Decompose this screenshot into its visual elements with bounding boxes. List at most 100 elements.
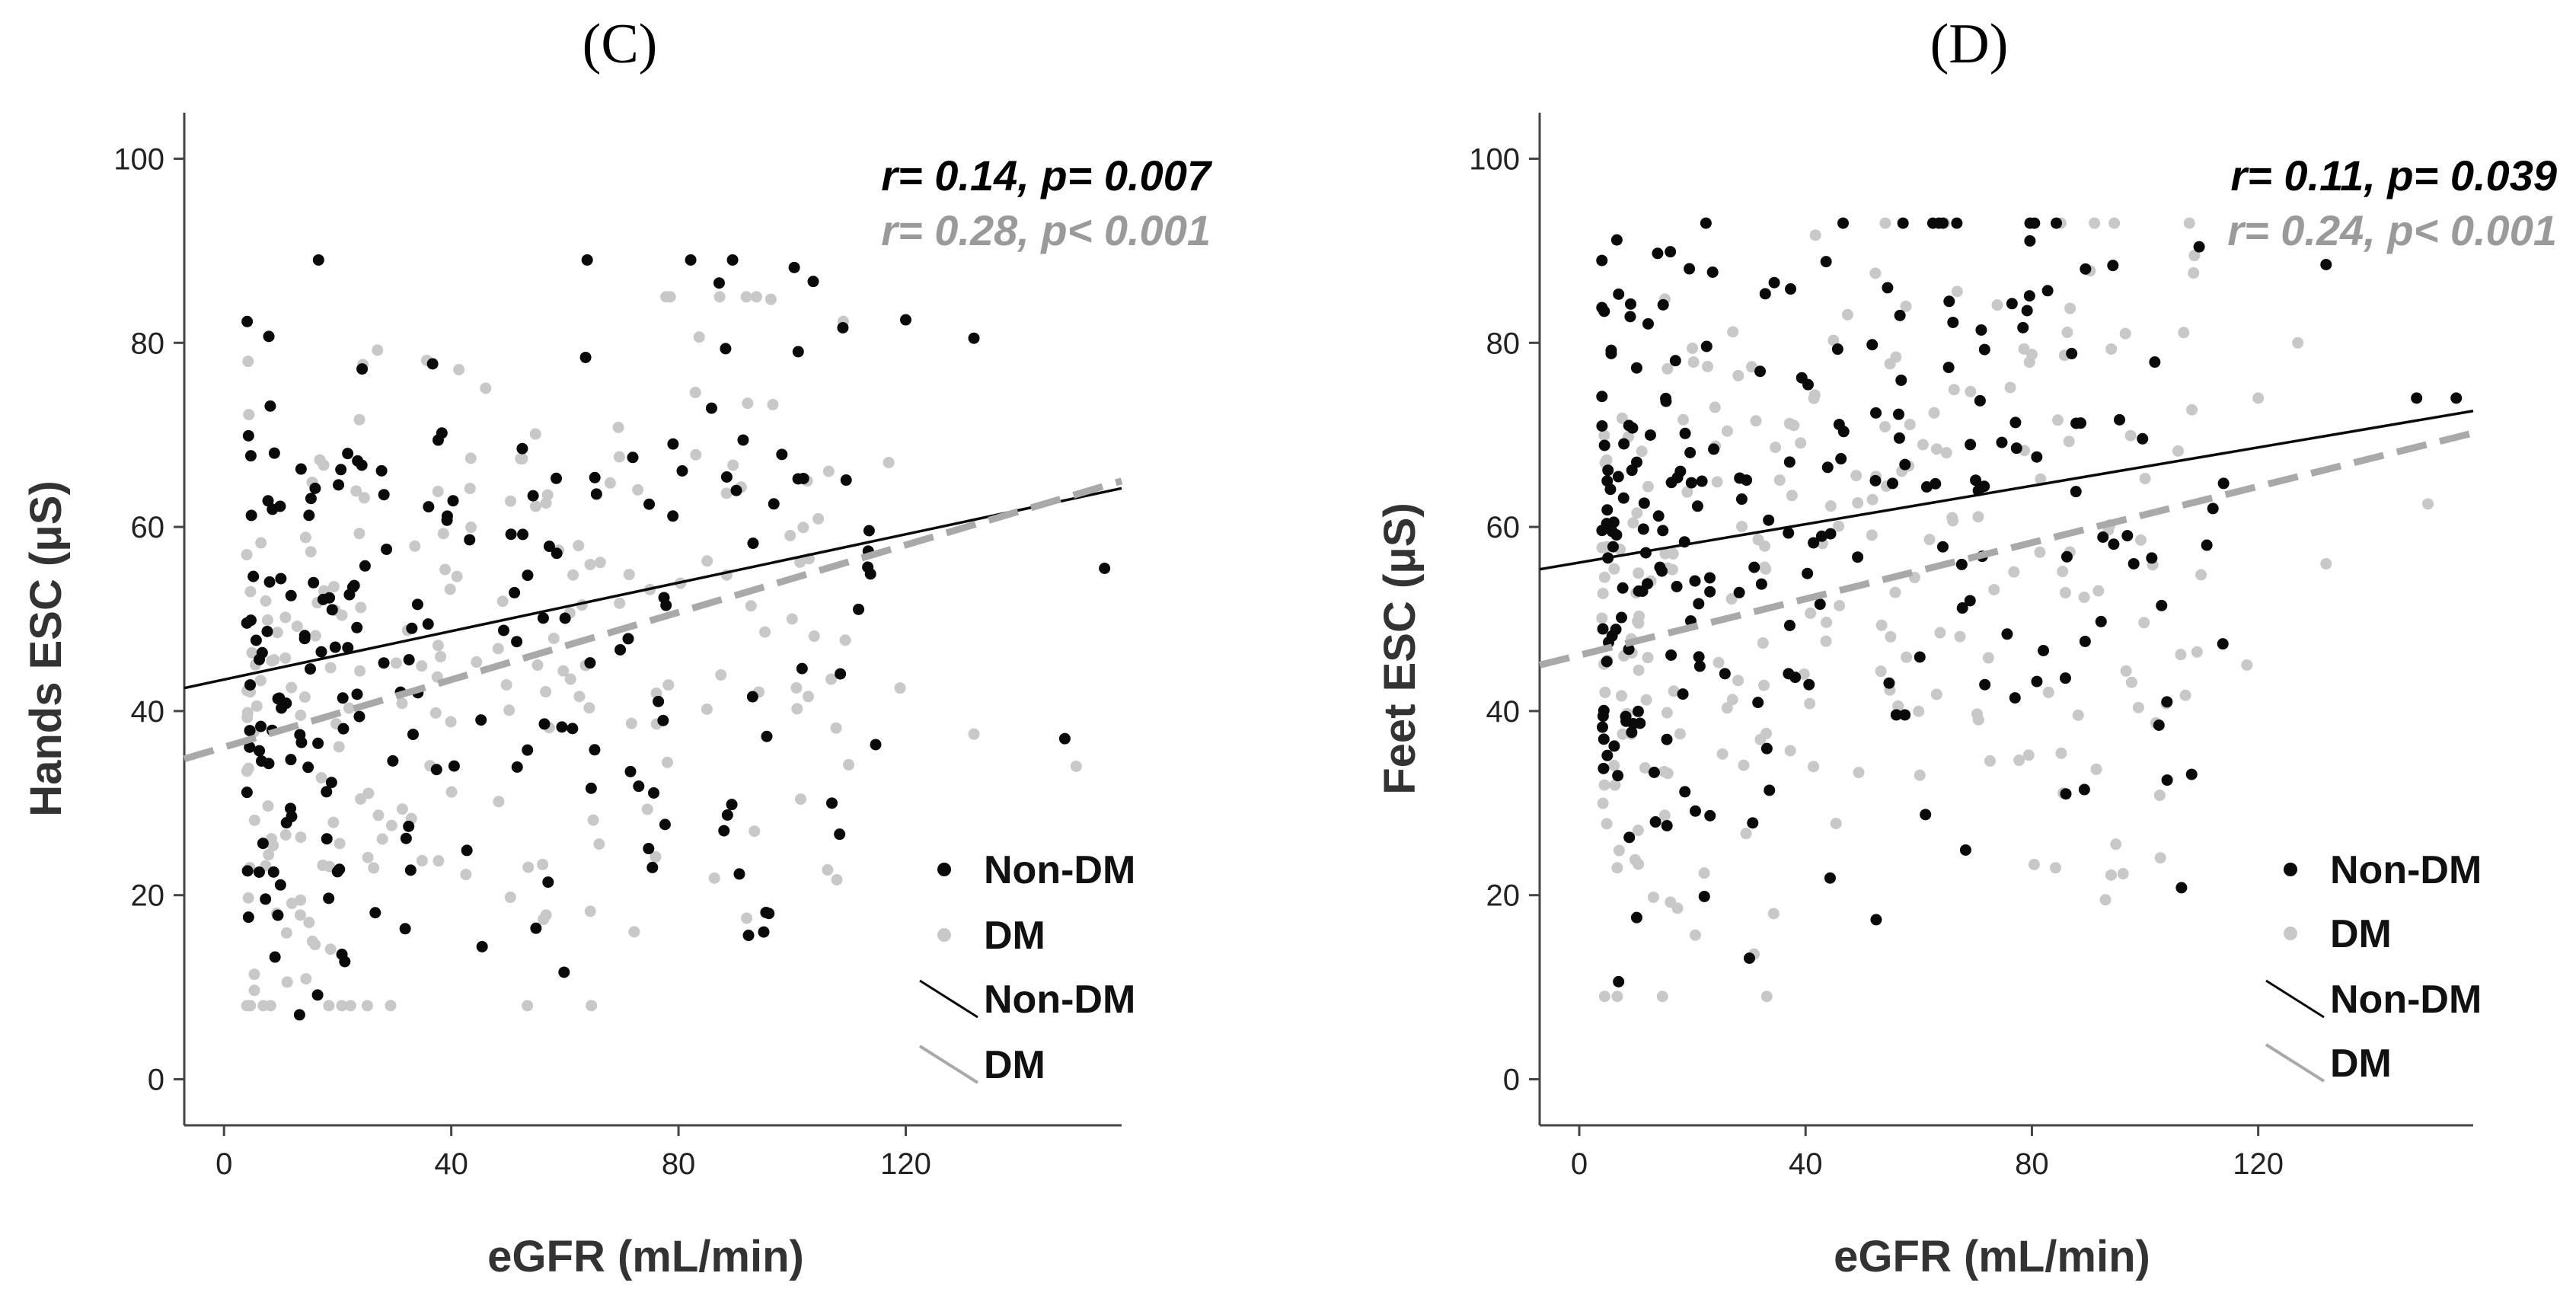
non-dm-point	[726, 799, 738, 811]
dm-point	[522, 1000, 534, 1012]
dm-point	[1627, 517, 1639, 529]
legend-label: DM	[984, 914, 1045, 958]
dm-point	[1866, 493, 1879, 506]
dm-point	[465, 522, 477, 534]
dm-point	[1988, 583, 2000, 595]
non-dm-point	[2193, 241, 2205, 253]
non-dm-point	[1626, 464, 1638, 477]
dm-point	[750, 291, 762, 303]
x-tick-label: 120	[2233, 1147, 2284, 1181]
non-dm-point	[1996, 436, 2008, 448]
non-dm-point	[2161, 774, 2173, 786]
non-dm-point	[244, 741, 256, 753]
dm-point	[531, 659, 544, 672]
dm-point	[251, 700, 263, 712]
non-dm-point	[522, 744, 534, 756]
non-dm-point	[2038, 645, 2050, 657]
non-dm-point	[2217, 477, 2230, 490]
y-axis-title: Feet ESC (μS)	[1375, 503, 1425, 795]
dm-point	[1784, 745, 1796, 757]
dm-point	[1721, 702, 1733, 714]
non-dm-point	[406, 622, 418, 634]
non-dm-point	[497, 624, 509, 637]
dm-point	[664, 291, 676, 303]
dm-point	[385, 1000, 397, 1012]
non-dm-point	[1814, 598, 1826, 611]
non-dm-point	[2450, 392, 2463, 404]
non-dm-point	[1815, 530, 1827, 542]
x-tick-label: 40	[1789, 1147, 1823, 1181]
dm-point	[242, 892, 254, 904]
non-dm-point	[315, 646, 327, 658]
dm-point	[505, 495, 517, 507]
dm-point	[628, 926, 640, 938]
dm-point	[343, 702, 355, 714]
dm-point	[1760, 563, 1772, 575]
non-dm-point	[646, 861, 659, 873]
non-dm-point	[351, 621, 363, 633]
non-dm-point	[1644, 429, 1656, 441]
dm-point	[2059, 586, 2071, 598]
non-dm-point	[1833, 419, 1845, 431]
dm-point	[2138, 617, 2150, 629]
dm-point	[242, 356, 254, 368]
non-dm-point	[295, 463, 307, 475]
non-dm-point	[1633, 585, 1645, 597]
dm-point	[471, 656, 483, 668]
dm-point	[1732, 675, 1744, 687]
dm-point	[594, 557, 606, 569]
dm-point	[1601, 818, 1613, 830]
non-dm-point	[1743, 952, 1755, 964]
dm-point	[612, 421, 624, 433]
dm-point	[429, 707, 442, 719]
non-dm-point	[255, 720, 267, 732]
non-dm-point	[1893, 432, 1905, 444]
dm-point	[1928, 407, 1940, 419]
non-dm-point	[321, 786, 333, 798]
dm-point	[715, 668, 727, 681]
dm-point	[262, 800, 274, 812]
non-dm-point	[275, 573, 287, 585]
dm-point	[797, 522, 809, 534]
x-tick-label: 80	[2015, 1147, 2049, 1181]
non-dm-point	[584, 657, 596, 669]
dm-point	[416, 854, 428, 866]
non-dm-point	[1598, 733, 1610, 745]
non-dm-point	[2201, 539, 2213, 551]
non-dm-point	[761, 730, 773, 742]
non-dm-point	[387, 755, 399, 767]
dm-point	[1671, 902, 1684, 914]
dm-point	[333, 741, 345, 753]
dm-point	[1770, 442, 1782, 454]
non-dm-point	[585, 782, 597, 794]
non-dm-point	[348, 579, 360, 592]
dm-point	[2049, 862, 2061, 874]
dm-point	[825, 673, 838, 685]
dm-point	[291, 621, 303, 633]
non-dm-point	[241, 315, 254, 327]
non-dm-point	[627, 451, 639, 464]
dm-point	[1658, 809, 1671, 822]
non-dm-point	[2010, 442, 2022, 455]
dm-point	[1798, 668, 1810, 680]
y-tick-label: 20	[131, 879, 165, 913]
dm-point	[516, 452, 528, 464]
non-dm-point	[551, 547, 563, 560]
dm-point	[453, 363, 465, 375]
non-dm-point	[2001, 628, 2013, 640]
non-dm-point	[643, 498, 656, 510]
non-dm-point	[1882, 282, 1894, 294]
dm-point	[260, 595, 272, 607]
dm-point	[244, 585, 257, 598]
non-dm-point	[337, 692, 349, 704]
non-dm-point	[543, 541, 555, 553]
dm-point	[701, 704, 713, 716]
non-dm-point	[1956, 602, 1968, 614]
dm-point	[358, 492, 370, 504]
non-dm-point	[309, 482, 321, 494]
dm-point	[586, 1000, 598, 1012]
dm-point	[808, 630, 820, 643]
non-dm-point	[581, 254, 593, 266]
non-dm-point	[267, 866, 279, 878]
dm-point	[241, 549, 253, 561]
